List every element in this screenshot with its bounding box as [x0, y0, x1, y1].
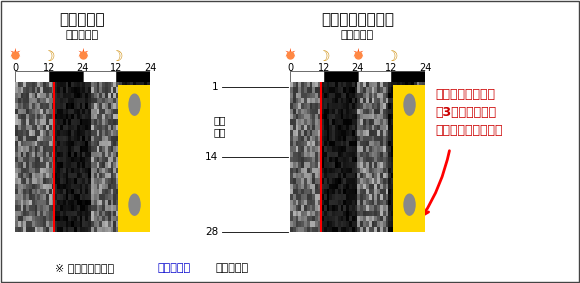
Text: ✶: ✶ — [284, 46, 296, 61]
Text: ☽: ☽ — [317, 50, 330, 64]
Text: ☽: ☽ — [110, 50, 122, 64]
Text: 時刻（時）: 時刻（時） — [66, 30, 99, 40]
Text: 活動開始時刻が、
約3時間早まった
（早起きになった）: 活動開始時刻が、 約3時間早まった （早起きになった） — [435, 88, 502, 137]
Bar — [393, 85, 426, 135]
Bar — [116, 71, 150, 82]
Text: 12: 12 — [385, 63, 397, 73]
Text: ☽: ☽ — [385, 50, 397, 64]
Bar — [393, 135, 426, 185]
Text: 14: 14 — [205, 152, 218, 162]
Bar — [118, 135, 151, 185]
Text: 12: 12 — [42, 63, 55, 73]
Text: 28: 28 — [205, 227, 218, 237]
Bar — [118, 185, 151, 235]
Text: を意味する: を意味する — [215, 263, 248, 273]
Text: 24: 24 — [77, 63, 89, 73]
Text: ✶: ✶ — [76, 46, 89, 61]
Text: 24: 24 — [144, 63, 156, 73]
Text: 0: 0 — [12, 63, 18, 73]
Text: 投与: 投与 — [214, 115, 226, 125]
Bar — [290, 71, 324, 82]
Circle shape — [404, 94, 415, 115]
Bar — [324, 71, 357, 82]
Text: ✶: ✶ — [9, 46, 21, 61]
Text: 12: 12 — [110, 63, 122, 73]
Text: フィブレート投与: フィブレート投与 — [321, 12, 394, 27]
Bar — [393, 185, 426, 235]
Bar — [392, 71, 425, 82]
Bar — [49, 71, 82, 82]
Text: ※ 色の黒い部分が: ※ 色の黒い部分が — [55, 263, 114, 273]
Text: 活動時間帯: 活動時間帯 — [157, 263, 190, 273]
Text: 1: 1 — [211, 82, 218, 92]
Bar — [118, 85, 151, 135]
Bar — [15, 71, 49, 82]
Bar — [82, 71, 116, 82]
Text: 12: 12 — [318, 63, 330, 73]
Circle shape — [404, 194, 415, 215]
Circle shape — [129, 94, 140, 115]
Text: 0: 0 — [287, 63, 293, 73]
Text: 24: 24 — [351, 63, 364, 73]
Text: 対照マウス: 対照マウス — [60, 12, 106, 27]
Text: 24: 24 — [419, 63, 431, 73]
Circle shape — [129, 194, 140, 215]
Text: 時刻（時）: 時刻（時） — [341, 30, 374, 40]
Bar — [357, 71, 392, 82]
Text: ☽: ☽ — [42, 50, 55, 64]
Text: 日数: 日数 — [214, 127, 226, 137]
Text: ✶: ✶ — [351, 46, 364, 61]
